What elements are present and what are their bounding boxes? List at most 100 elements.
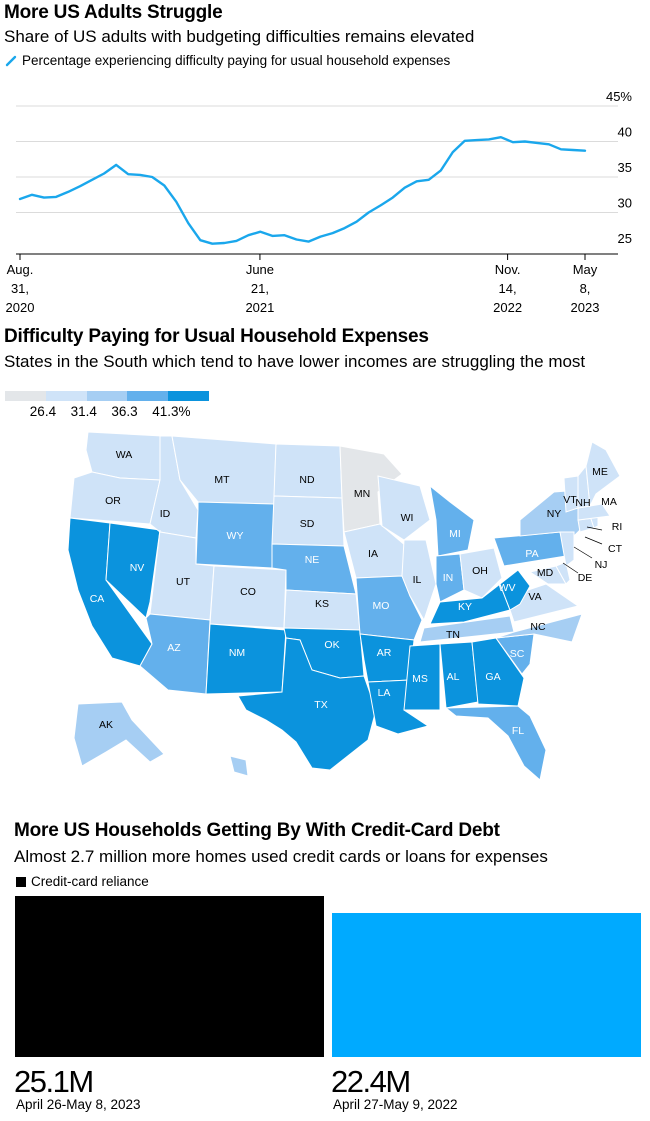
- state-label-sc: SC: [510, 648, 525, 660]
- state-label-fl: FL: [512, 725, 524, 737]
- map-legend: [5, 391, 209, 401]
- state-nd: [273, 443, 343, 499]
- state-label-la: LA: [378, 687, 391, 699]
- state-label-nv: NV: [130, 562, 145, 574]
- state-az: [139, 613, 211, 695]
- state-tx: [237, 637, 377, 771]
- state-label-wa: WA: [116, 449, 133, 461]
- state-label-mo: MO: [373, 600, 390, 612]
- state-label-ny: NY: [547, 508, 562, 520]
- state-label-ks: KS: [315, 598, 329, 610]
- state-nc: [495, 613, 583, 643]
- map-legend-swatch: [168, 391, 209, 401]
- state-label-md: MD: [537, 567, 554, 579]
- state-label-sd: SD: [300, 518, 315, 530]
- map-legend-label: 36.3: [111, 404, 138, 419]
- state-label-me: ME: [592, 466, 608, 478]
- line-chart-subtitle: Share of US adults with budgeting diffic…: [4, 27, 475, 46]
- state-label-nm: NM: [229, 647, 245, 659]
- y-tick-label: 30: [618, 196, 632, 211]
- state-label-nc: NC: [530, 621, 546, 633]
- map-legend-label: 41.3%: [152, 404, 191, 419]
- state-wy: [195, 501, 275, 569]
- state-label-oh: OH: [472, 565, 488, 577]
- state-mi: [429, 484, 475, 557]
- state-label-tn: TN: [446, 629, 460, 641]
- state-label-mi: MI: [449, 528, 461, 540]
- map-legend-swatch: [86, 391, 128, 401]
- map-subtitle: States in the South which tend to have l…: [4, 352, 586, 371]
- state-wv: [499, 569, 531, 611]
- map-legend-label: 31.4: [70, 404, 97, 419]
- bar-chart-subtitle: Almost 2.7 million more homes used credi…: [14, 847, 548, 866]
- state-mn: [339, 445, 403, 533]
- state-label-ct: CT: [608, 543, 623, 555]
- state-label-wy: WY: [227, 530, 244, 542]
- line-series: [18, 136, 587, 245]
- line-chart-title: More US Adults Struggle: [4, 2, 223, 23]
- state-label-mn: MN: [354, 488, 370, 500]
- bar-2023: [15, 896, 324, 1057]
- state-ma: [577, 503, 611, 521]
- state-label-wi: WI: [401, 512, 414, 524]
- state-il: [401, 539, 437, 622]
- map-legend-swatch: [127, 391, 169, 401]
- state-label-ri: RI: [612, 521, 623, 533]
- state-de: [555, 561, 571, 585]
- state-nj: [559, 531, 575, 567]
- state-label-ia: IA: [368, 548, 378, 560]
- state-label-co: CO: [240, 586, 256, 598]
- line-legend-label: Percentage experiencing difficulty payin…: [22, 53, 451, 68]
- bar-chart-title: More US Households Getting By With Credi…: [14, 820, 500, 841]
- y-tick-label: 40: [618, 125, 632, 140]
- x-tick-label: June 21, 2021: [245, 262, 275, 315]
- bar-category-2022: April 27-May 9, 2022: [333, 1097, 458, 1112]
- state-label-ky: KY: [458, 601, 472, 613]
- state-label-nj: NJ: [595, 559, 608, 571]
- map-title: Difficulty Paying for Usual Household Ex…: [4, 326, 429, 347]
- y-tick-label: 25: [618, 231, 632, 246]
- bar-legend-swatch: [16, 877, 26, 887]
- y-tick-label: 45%: [606, 89, 632, 104]
- state-label-mt: MT: [214, 474, 230, 486]
- state-nv: [105, 522, 161, 619]
- state-me: [585, 441, 621, 508]
- state-label-ar: AR: [377, 647, 392, 659]
- state-label-or: OR: [105, 495, 121, 507]
- us-map: WA OR CA NV ID MT WY UT AZ CO NM ND SD NE KS OK TX MN IA MO…: [67, 431, 623, 781]
- state-ak: [73, 701, 165, 767]
- state-label-ok: OK: [324, 639, 339, 651]
- line-legend-icon: [5, 55, 17, 67]
- state-label-ms: MS: [412, 673, 428, 685]
- state-in: [435, 553, 465, 603]
- state-label-ne: NE: [305, 554, 320, 566]
- y-tick-label: 35: [618, 160, 632, 175]
- state-oh: [459, 547, 503, 599]
- state-label-id: ID: [160, 508, 171, 520]
- bar-value-2023: 25.1M: [14, 1064, 94, 1099]
- x-tick-label: May 8, 2023: [570, 262, 600, 315]
- x-tick-label: Aug. 31, 2020: [5, 262, 35, 315]
- state-label-nh: NH: [575, 497, 590, 509]
- state-ms: [403, 643, 441, 711]
- state-nm: [205, 623, 287, 695]
- bar-2022: [332, 913, 641, 1057]
- state-label-il: IL: [413, 574, 422, 586]
- state-label-in: IN: [443, 572, 454, 584]
- state-label-ak: AK: [99, 719, 113, 731]
- state-ks: [283, 589, 361, 631]
- x-tick-label: Nov. 14, 2022: [493, 262, 523, 315]
- state-label-vt: VT: [563, 494, 577, 506]
- map-legend-label: 26.4: [29, 404, 57, 419]
- state-label-ga: GA: [485, 671, 500, 683]
- bar-category-2023: April 26-May 8, 2023: [16, 1097, 141, 1112]
- state-label-ca: CA: [90, 593, 105, 605]
- state-label-wv: WV: [499, 582, 516, 594]
- state-label-va: VA: [528, 591, 541, 603]
- state-ga: [471, 637, 525, 707]
- state-label-pa: PA: [525, 548, 538, 560]
- map-legend-swatch: [5, 391, 46, 401]
- state-wi: [377, 475, 431, 541]
- bar-value-2022: 22.4M: [331, 1064, 411, 1099]
- state-label-de: DE: [578, 572, 593, 584]
